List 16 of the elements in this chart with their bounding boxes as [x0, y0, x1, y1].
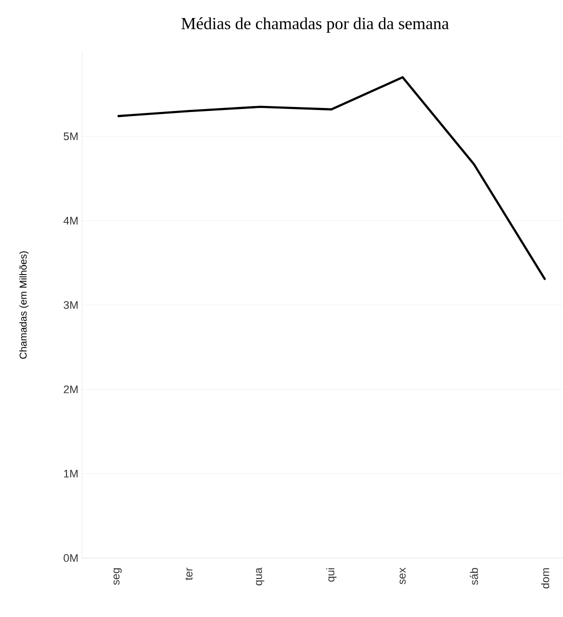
x-tick-label: dom	[541, 568, 550, 588]
x-tick-label: qui	[326, 568, 336, 582]
line-series	[116, 76, 546, 281]
y-tick-label: 2M	[64, 386, 78, 394]
x-tick-label: sáb	[470, 568, 478, 585]
y-tick-label: 4M	[63, 216, 78, 224]
chart-title: Médias de chamadas por dia da semana	[181, 17, 449, 33]
y-axis-title: Chamadas (em Milhões)	[19, 251, 29, 359]
x-tick-label: seg	[113, 568, 122, 585]
x-tick-label: qua	[256, 568, 264, 586]
y-tick-label: 1M	[64, 470, 78, 478]
y-tick-label: 5M	[64, 132, 78, 140]
x-tick-label: ter	[185, 568, 192, 580]
x-tick-label: sex	[400, 568, 406, 584]
y-tick-label: 0M	[64, 554, 78, 562]
y-tick-label: 3M	[64, 301, 78, 309]
